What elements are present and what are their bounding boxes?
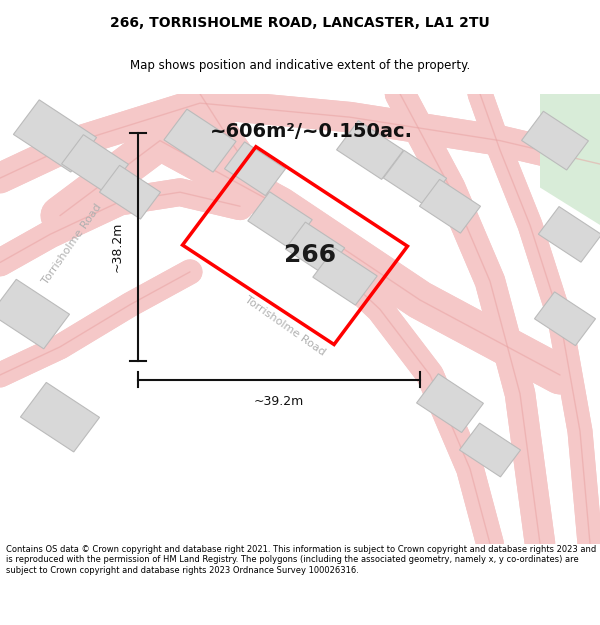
Text: Torrisholme Road: Torrisholme Road	[40, 202, 104, 286]
Polygon shape	[540, 94, 600, 225]
Text: Map shows position and indicative extent of the property.: Map shows position and indicative extent…	[130, 59, 470, 72]
Polygon shape	[383, 151, 446, 206]
Polygon shape	[313, 248, 377, 305]
Text: Contains OS data © Crown copyright and database right 2021. This information is : Contains OS data © Crown copyright and d…	[6, 545, 596, 575]
Text: Torrisholme Road: Torrisholme Road	[243, 295, 327, 358]
Polygon shape	[0, 279, 70, 349]
Polygon shape	[538, 207, 600, 262]
Text: ~38.2m: ~38.2m	[111, 222, 124, 272]
Polygon shape	[460, 423, 521, 477]
Text: 266: 266	[284, 243, 336, 267]
Polygon shape	[416, 374, 484, 432]
Polygon shape	[337, 121, 403, 179]
Polygon shape	[224, 142, 286, 196]
Polygon shape	[535, 292, 596, 346]
Polygon shape	[521, 111, 589, 170]
Polygon shape	[62, 134, 128, 194]
Polygon shape	[20, 382, 100, 452]
Polygon shape	[13, 100, 97, 172]
Text: ~606m²/~0.150ac.: ~606m²/~0.150ac.	[210, 122, 413, 141]
Polygon shape	[164, 109, 236, 172]
Polygon shape	[100, 165, 161, 219]
Text: 266, TORRISHOLME ROAD, LANCASTER, LA1 2TU: 266, TORRISHOLME ROAD, LANCASTER, LA1 2T…	[110, 16, 490, 29]
Polygon shape	[419, 179, 481, 233]
Text: ~39.2m: ~39.2m	[254, 395, 304, 408]
Polygon shape	[248, 192, 312, 249]
Polygon shape	[286, 222, 344, 275]
